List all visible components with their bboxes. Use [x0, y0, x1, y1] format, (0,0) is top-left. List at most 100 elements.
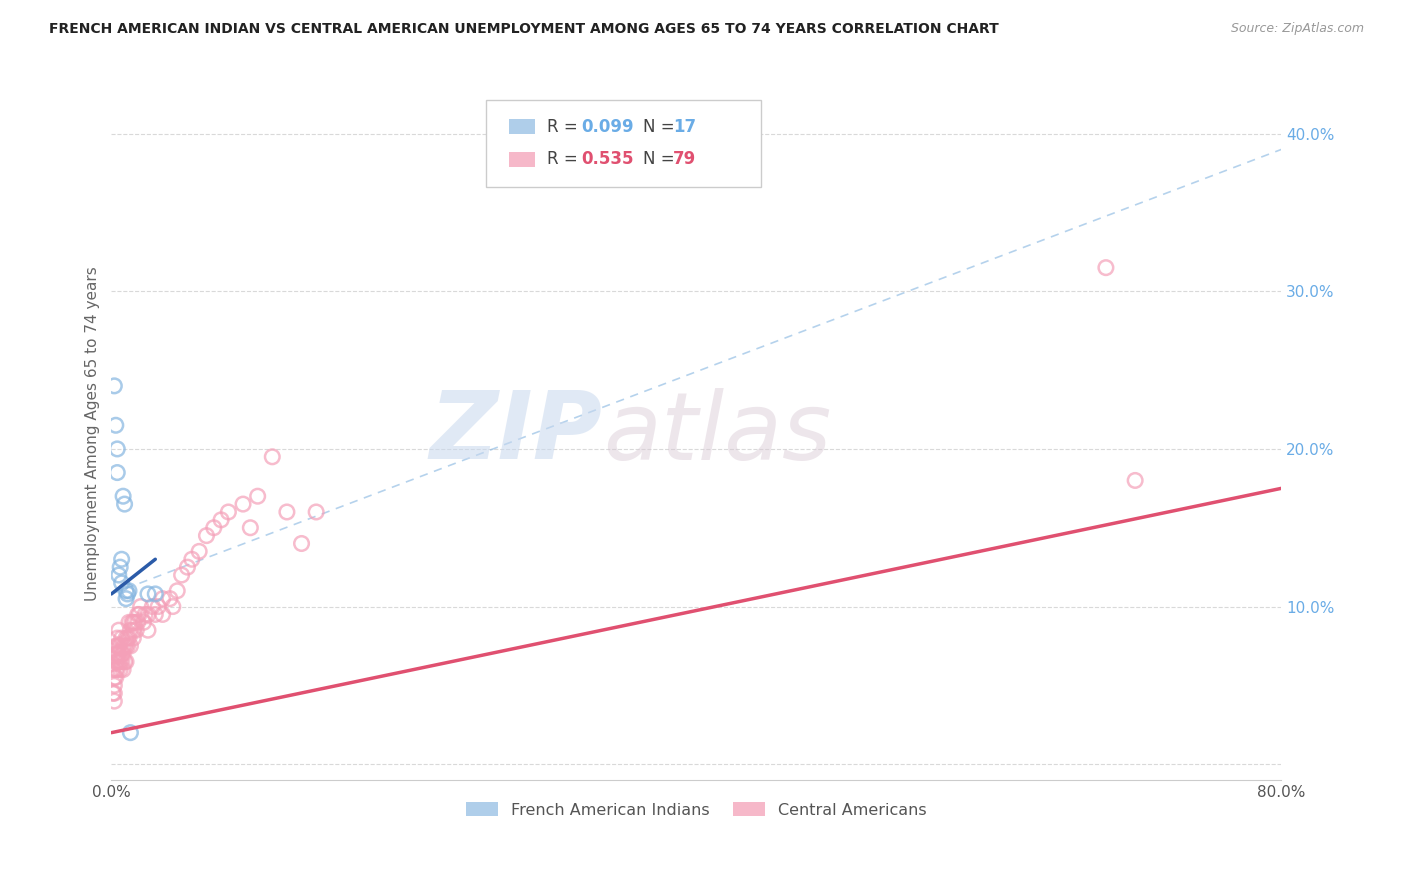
Point [111, 647, 134, 661]
Point [115, 583, 138, 598]
Point [122, 631, 145, 645]
Text: ZIP: ZIP [430, 387, 603, 479]
Point [143, 607, 166, 622]
Point [170, 568, 193, 582]
Point [115, 655, 138, 669]
Point [107, 655, 129, 669]
Point [132, 615, 155, 630]
Point [143, 587, 166, 601]
Point [1095, 260, 1118, 275]
Point [112, 663, 135, 677]
Point [107, 639, 129, 653]
Point [112, 639, 135, 653]
Point [107, 624, 129, 638]
Point [101, 686, 124, 700]
Point [141, 599, 163, 614]
Point [108, 639, 131, 653]
Point [117, 639, 139, 653]
Point [125, 624, 148, 638]
Point [103, 694, 125, 708]
Point [188, 544, 211, 558]
Point [115, 591, 138, 606]
Point [217, 505, 239, 519]
Point [104, 671, 127, 685]
Point [120, 639, 142, 653]
Point [115, 631, 138, 645]
Point [111, 552, 134, 566]
Point [127, 615, 149, 630]
Point [202, 521, 225, 535]
Point [121, 615, 143, 630]
Point [162, 599, 184, 614]
Point [127, 607, 149, 622]
Text: 17: 17 [673, 118, 696, 136]
Point [101, 663, 124, 677]
Point [105, 663, 128, 677]
Point [105, 639, 128, 653]
Point [105, 466, 128, 480]
Point [239, 521, 262, 535]
Point [104, 655, 127, 669]
Text: 79: 79 [673, 150, 696, 169]
Legend: French American Indians, Central Americans: French American Indians, Central America… [460, 796, 934, 824]
Point [108, 663, 131, 677]
Point [124, 615, 146, 630]
Text: FRENCH AMERICAN INDIAN VS CENTRAL AMERICAN UNEMPLOYMENT AMONG AGES 65 TO 74 YEAR: FRENCH AMERICAN INDIAN VS CENTRAL AMERIC… [49, 22, 998, 37]
Point [180, 552, 202, 566]
Point [117, 587, 139, 601]
Point [111, 631, 134, 645]
Text: 0.099: 0.099 [582, 118, 634, 136]
Point [122, 624, 145, 638]
Point [136, 607, 159, 622]
Point [152, 591, 174, 606]
Point [120, 624, 142, 638]
Point [103, 379, 125, 393]
Point [209, 513, 232, 527]
Point [103, 686, 125, 700]
Point [128, 607, 150, 622]
Point [105, 631, 128, 645]
Point [136, 587, 159, 601]
Point [104, 647, 127, 661]
Point [148, 599, 170, 614]
Point [122, 615, 145, 630]
Point [105, 655, 128, 669]
Point [120, 725, 142, 739]
Point [195, 528, 218, 542]
Text: Source: ZipAtlas.com: Source: ZipAtlas.com [1230, 22, 1364, 36]
Point [305, 505, 328, 519]
Text: N =: N = [643, 150, 679, 169]
Point [118, 583, 141, 598]
Point [114, 655, 136, 669]
Point [262, 450, 284, 464]
Point [166, 583, 188, 598]
FancyBboxPatch shape [486, 100, 761, 187]
Point [152, 607, 174, 622]
FancyBboxPatch shape [509, 119, 534, 134]
Point [115, 639, 138, 653]
Point [112, 489, 135, 503]
Point [112, 647, 135, 661]
Point [103, 671, 125, 685]
Point [136, 624, 159, 638]
Y-axis label: Unemployment Among Ages 65 to 74 years: Unemployment Among Ages 65 to 74 years [86, 266, 100, 600]
Text: R =: R = [547, 150, 582, 169]
Point [159, 591, 181, 606]
Point [107, 647, 129, 661]
Point [276, 505, 298, 519]
Point [118, 615, 141, 630]
Point [107, 568, 129, 582]
Point [129, 599, 152, 614]
Point [104, 663, 127, 677]
Text: R =: R = [547, 118, 582, 136]
Point [104, 639, 127, 653]
Point [114, 497, 136, 511]
Point [118, 631, 141, 645]
Point [290, 536, 312, 550]
Text: atlas: atlas [603, 388, 831, 479]
Point [103, 678, 125, 692]
Point [114, 639, 136, 653]
Text: N =: N = [643, 118, 679, 136]
Point [108, 560, 131, 574]
Point [111, 655, 134, 669]
